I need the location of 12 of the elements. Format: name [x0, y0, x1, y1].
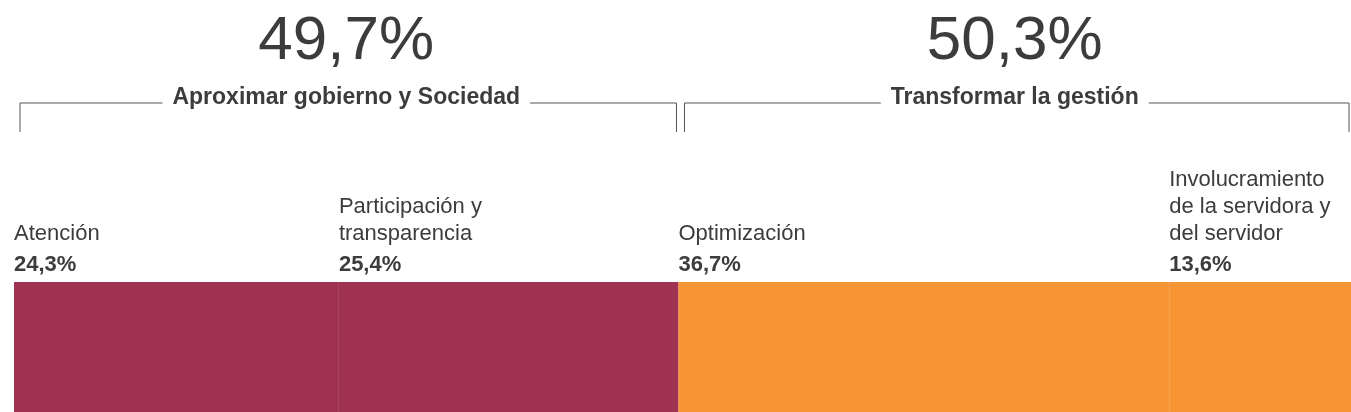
data-label: 36,7% — [678, 250, 741, 276]
series-label: Participación y transparencia — [338, 193, 489, 245]
series-label: Involucramiento de la servidora y del servidor — [1169, 166, 1337, 245]
text: 50,3% — [926, 2, 1103, 72]
data-label: 25,4% — [338, 250, 402, 276]
series-label: Atención — [14, 220, 100, 245]
text: Transformar la gestión — [890, 83, 1139, 109]
series-label: Optimización — [678, 220, 806, 245]
data-label: 13,6% — [1169, 250, 1232, 276]
text: Aproximar gobierno y Sociedad — [172, 83, 521, 109]
data-label: 24,3% — [14, 250, 77, 276]
text: 49,7% — [258, 2, 435, 72]
